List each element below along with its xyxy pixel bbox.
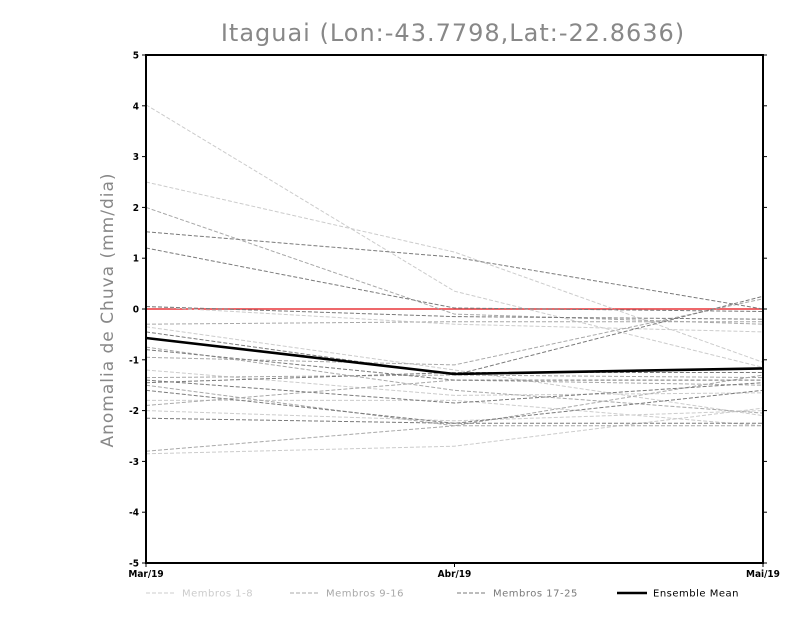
legend-label: Membros 9-16 — [326, 589, 404, 600]
series-line-m19 — [145, 295, 764, 376]
series-line-ensemble-mean — [145, 336, 764, 376]
series-line-m25 — [145, 379, 764, 404]
series-line-m21 — [145, 372, 763, 384]
series-line-m10 — [145, 374, 764, 427]
series-line-m07 — [145, 306, 764, 333]
series-line-m02 — [145, 181, 764, 363]
series-line-m13 — [145, 425, 763, 452]
series-line-m04 — [146, 399, 764, 427]
y-tick-label: 0 — [133, 305, 139, 316]
y-tick-label: 3 — [133, 152, 139, 163]
series-line-m03 — [145, 326, 764, 417]
y-tick-label: 1 — [133, 254, 139, 265]
series-line-m05 — [145, 407, 764, 455]
chart-title: Itaguai (Lon:-43.7798,Lat:-22.8636) — [221, 19, 685, 47]
legend-label: Membros 17-25 — [493, 589, 578, 600]
x-tick-label: Abr/19 — [438, 569, 472, 580]
y-tick-label: -1 — [129, 355, 139, 366]
series-line-m16 — [145, 379, 764, 406]
y-tick-label: -4 — [129, 508, 139, 519]
series-line-m15 — [145, 321, 763, 325]
legend-label: Membros 1-8 — [182, 589, 253, 600]
y-tick-label: 2 — [133, 203, 139, 214]
y-tick-label: 4 — [133, 101, 139, 112]
y-tick-label: -5 — [129, 559, 139, 570]
series-line-m09 — [145, 206, 764, 325]
series-line-m24 — [145, 306, 764, 320]
series-line-m12 — [145, 374, 764, 379]
series-line-m06 — [145, 369, 764, 396]
series-line-m11 — [145, 346, 764, 414]
y-tick-label: -2 — [129, 406, 139, 417]
series-line-m08 — [145, 410, 764, 422]
x-tick-label: Mai/19 — [746, 569, 780, 580]
y-tick-label: -3 — [129, 457, 139, 468]
x-tick-label: Mar/19 — [128, 569, 163, 580]
series-line-m18 — [145, 231, 764, 310]
series-line-m23 — [145, 389, 764, 424]
legend-label: Ensemble Mean — [653, 589, 739, 600]
y-tick-label: 5 — [133, 51, 139, 62]
series-line-m20 — [145, 349, 763, 381]
series-line-m22 — [145, 417, 763, 424]
series-line-m17 — [145, 247, 764, 312]
series-line-m01 — [145, 104, 764, 368]
y-axis-label: Anomalia de Chuva (mm/dia) — [98, 172, 118, 447]
